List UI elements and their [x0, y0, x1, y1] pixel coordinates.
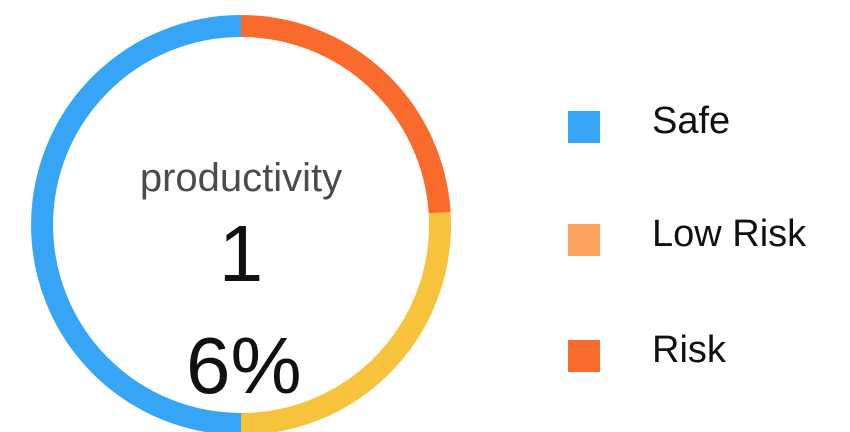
legend-swatch: [568, 111, 600, 143]
donut-segment: [240, 15, 451, 214]
center-value: 16%: [186, 209, 302, 410]
legend-label: Safe: [652, 100, 730, 142]
legend-swatch: [568, 224, 600, 256]
legend-swatch: [568, 340, 600, 372]
donut-segment: [31, 15, 242, 432]
legend-label: Low Risk: [652, 213, 807, 255]
legend-label: Risk: [652, 329, 727, 371]
center-label: productivity: [139, 156, 343, 200]
donut-segment: [240, 211, 451, 432]
